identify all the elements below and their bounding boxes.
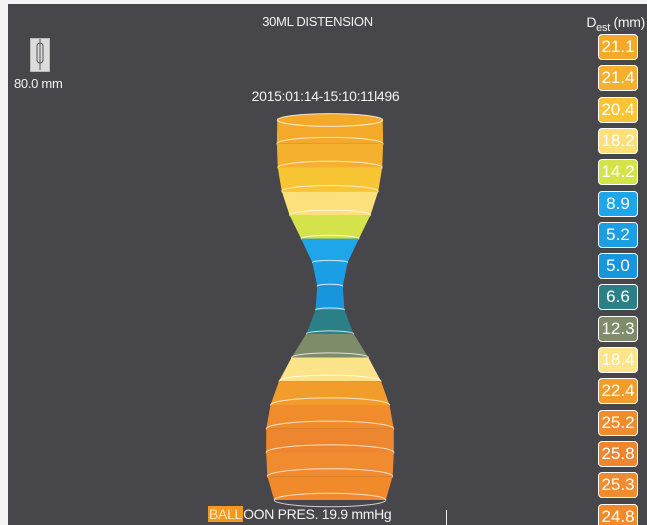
diameter-box: 8.9 bbox=[598, 190, 638, 217]
d-label: D bbox=[586, 14, 597, 30]
balloon bbox=[265, 113, 395, 508]
balloon-segment bbox=[281, 191, 379, 215]
diameter-box: 25.2 bbox=[598, 409, 638, 436]
diameter-box: 21.1 bbox=[598, 34, 638, 60]
diameter-box: 5.2 bbox=[598, 221, 638, 248]
balloon-segment bbox=[277, 167, 383, 192]
probe-glyph bbox=[36, 39, 44, 70]
balloon-segment bbox=[266, 452, 394, 477]
segment-ring bbox=[273, 492, 387, 508]
d-unit: (mm) bbox=[613, 14, 646, 30]
balloon-segment bbox=[266, 428, 394, 453]
balloon-segment bbox=[267, 476, 393, 500]
balloon-segment bbox=[291, 333, 369, 358]
timestamp: 2015:01:14-15:10:11l496 bbox=[251, 88, 400, 104]
balloon-segment bbox=[289, 215, 371, 239]
status-highlight: BALL bbox=[208, 506, 244, 522]
diameter-box: 5.0 bbox=[598, 253, 638, 280]
panel: 30ML DISTENSION Dest (mm) 80.0 mm 2015:0… bbox=[8, 4, 647, 525]
diameter-box: 25.3 bbox=[598, 472, 638, 499]
length: 80.0 mm bbox=[14, 76, 63, 91]
balloon-segment bbox=[315, 286, 345, 310]
balloon-segment bbox=[279, 357, 381, 382]
diameter-box: 25.8 bbox=[598, 440, 638, 467]
diameter-box: 22.4 bbox=[598, 378, 638, 405]
balloon-segment bbox=[266, 405, 394, 429]
diameter-box: 14.2 bbox=[598, 159, 638, 186]
diameter-box: 24.8 bbox=[598, 503, 638, 525]
diameter-box: 18.2 bbox=[598, 127, 638, 154]
balloon-segment bbox=[276, 143, 384, 168]
d-subscript: est bbox=[596, 21, 610, 34]
diameter-box: 21.4 bbox=[598, 65, 638, 92]
title: 30ML DISTENSION bbox=[262, 14, 373, 29]
diameter-box: 12.3 bbox=[598, 315, 638, 342]
balloon-segment bbox=[306, 310, 354, 334]
diameter-box: 6.6 bbox=[598, 284, 638, 311]
diameter-header: Dest (mm) bbox=[586, 14, 645, 34]
balloon-segment bbox=[301, 238, 359, 263]
status-text: OON PRES. 19.9 mmHg bbox=[243, 506, 392, 522]
status: BALLOON PRES. 19.9 mmHg bbox=[208, 506, 392, 522]
diameter-box: 18.4 bbox=[598, 347, 638, 373]
balloon-top bbox=[276, 113, 384, 127]
balloon-segment bbox=[312, 262, 348, 287]
cursor bbox=[446, 510, 447, 525]
diameter-box: 20.4 bbox=[598, 96, 638, 123]
probe-icon[interactable] bbox=[30, 38, 50, 72]
balloon-segment bbox=[270, 381, 390, 405]
